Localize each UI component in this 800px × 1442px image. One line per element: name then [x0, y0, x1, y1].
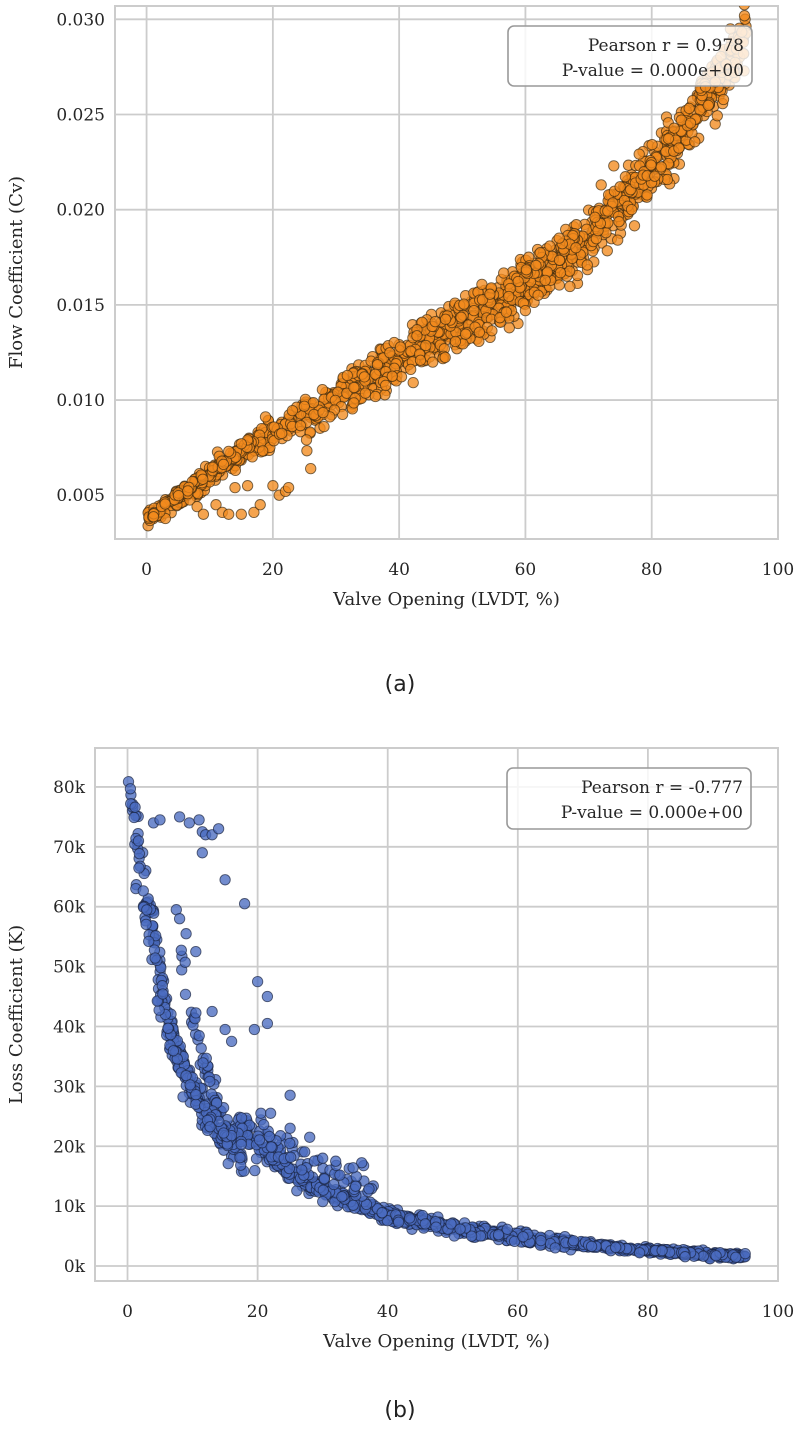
- correlation-annotation: Pearson r = -0.777 P-value = 0.000e+00: [506, 767, 752, 830]
- svg-text:40: 40: [377, 1302, 399, 1322]
- y-tick-labels: 0.005 0.010 0.015 0.020 0.025 0.030: [56, 10, 105, 506]
- svg-text:10k: 10k: [53, 1197, 86, 1217]
- svg-text:60k: 60k: [53, 898, 86, 918]
- svg-text:0k: 0k: [64, 1257, 86, 1277]
- pearson-r-text: Pearson r = 0.978: [588, 36, 744, 56]
- x-axis-label: Valve Opening (LVDT, %): [322, 1331, 550, 1352]
- svg-text:0: 0: [122, 1302, 133, 1322]
- svg-text:60: 60: [507, 1302, 529, 1322]
- svg-text:0.005: 0.005: [56, 486, 105, 506]
- scatter-points: [142, 6, 752, 532]
- svg-text:80: 80: [637, 1302, 659, 1322]
- svg-text:0.015: 0.015: [56, 296, 105, 316]
- svg-text:100: 100: [762, 1302, 794, 1322]
- svg-text:100: 100: [762, 560, 794, 580]
- svg-text:80: 80: [641, 560, 663, 580]
- y-axis-label: Loss Coefficient (K): [6, 925, 27, 1104]
- correlation-annotation: Pearson r = 0.978 P-value = 0.000e+00: [507, 25, 753, 87]
- y-tick-labels: 0k 10k 20k 30k 40k 50k 60k 70k 80k: [53, 778, 86, 1277]
- svg-text:80k: 80k: [53, 778, 86, 798]
- pearson-r-text: Pearson r = -0.777: [581, 778, 743, 798]
- figure-b: 0 20 40 60 80 100 0k 10k 20k 30k 40k 50k 60k 70k 80k Va…: [0, 730, 800, 1370]
- svg-text:0: 0: [141, 560, 152, 580]
- figure-a: 0 20 40 60 80 100 0.005 0.010 0.015 0.020 0.025 0.0…: [0, 0, 800, 640]
- svg-text:40k: 40k: [53, 1017, 86, 1037]
- svg-text:0.025: 0.025: [56, 106, 105, 126]
- svg-text:20: 20: [262, 560, 284, 580]
- chart-a-flow-coefficient: 0 20 40 60 80 1000.0050.0100.0150.0200.0250.0…: [6, 5, 794, 610]
- x-tick-labels: 0 20 40 60 80 100: [141, 560, 794, 580]
- scatter-points: [122, 776, 751, 1265]
- svg-text:20k: 20k: [53, 1137, 86, 1157]
- svg-text:30k: 30k: [53, 1077, 86, 1097]
- caption-b: (b): [384, 1398, 416, 1423]
- caption-a: (a): [384, 672, 416, 697]
- svg-text:70k: 70k: [53, 838, 86, 858]
- svg-text:40: 40: [388, 560, 410, 580]
- y-axis-label: Flow Coefficient (Cv): [6, 176, 27, 369]
- svg-text:50k: 50k: [53, 958, 86, 978]
- p-value-text: P-value = 0.000e+00: [562, 61, 744, 81]
- svg-text:0.030: 0.030: [56, 10, 105, 30]
- p-value-text: P-value = 0.000e+00: [561, 803, 743, 823]
- gridlines: [115, 6, 778, 539]
- x-axis-label: Valve Opening (LVDT, %): [332, 589, 560, 610]
- gridlines: [95, 748, 778, 1281]
- x-tick-labels: 0 20 40 60 80 100: [122, 1302, 794, 1322]
- svg-text:60: 60: [515, 560, 537, 580]
- svg-text:0.020: 0.020: [56, 201, 105, 221]
- svg-text:0.010: 0.010: [56, 391, 105, 411]
- chart-b-loss-coefficient: 0 20 40 60 80 100 0k 10k 20k 30k 40k 50k 60k 70k 80k Va…: [6, 747, 794, 1352]
- svg-text:20: 20: [247, 1302, 269, 1322]
